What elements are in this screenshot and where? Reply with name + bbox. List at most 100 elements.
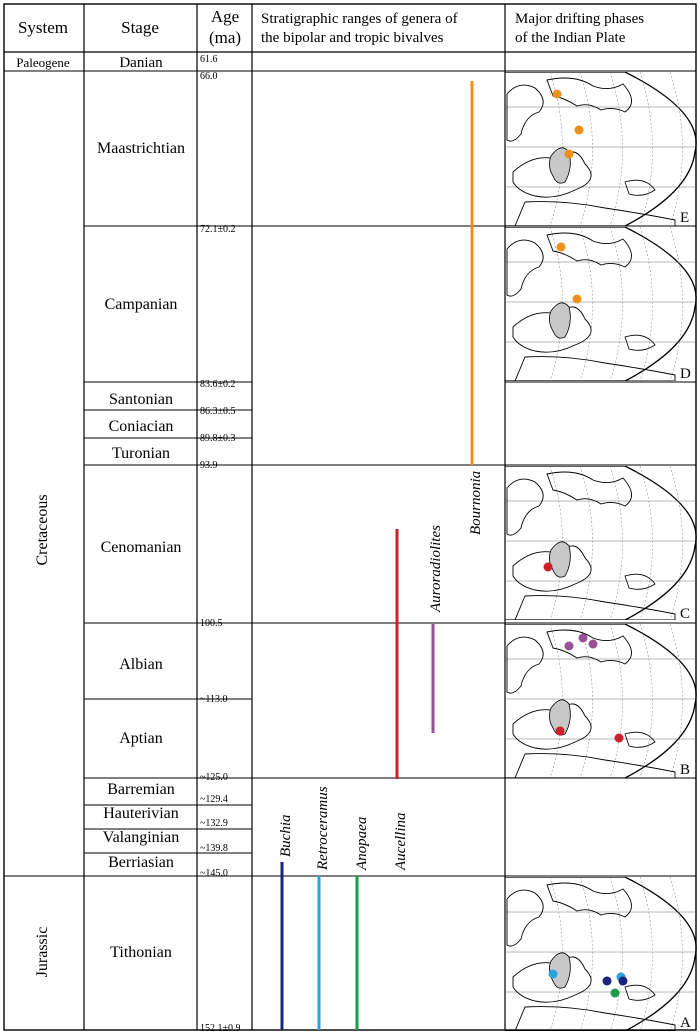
india-plate (549, 699, 571, 736)
map-meridian (639, 624, 653, 778)
map-meridian (669, 466, 683, 620)
age-label: ~132.9 (200, 818, 228, 829)
age-label: ~113.0 (200, 694, 228, 705)
occurrence-dot (588, 639, 598, 649)
map-meridian (669, 877, 683, 1031)
map-meridian (579, 72, 593, 226)
genus-label-aucellina: Aucellina (393, 813, 409, 871)
header-stage: Stage (121, 18, 159, 37)
occurrence-dot (610, 988, 620, 998)
map-meridian (669, 72, 683, 226)
age-label: 72.1±0.2 (200, 224, 236, 235)
map-letters: E D C B A (680, 210, 691, 1031)
stage-valanginian: Valanginian (103, 829, 179, 846)
map-label-c: C (680, 606, 690, 622)
stage-danian: Danian (119, 55, 163, 71)
stage-campanian: Campanian (105, 296, 178, 313)
occurrence-dot (552, 89, 562, 99)
occurrence-dot (556, 242, 566, 252)
map-continent (506, 84, 544, 142)
map-meridian (639, 877, 653, 1031)
age-label: 93.9 (200, 460, 218, 471)
map-label-a: A (680, 1015, 691, 1031)
occurrence-dot (614, 733, 624, 743)
occurrence-dot (564, 641, 574, 651)
stage-cenomanian: Cenomanian (101, 539, 182, 556)
age-label: ~145.0 (200, 868, 228, 879)
genus-label-anopaea: Anopaea (354, 817, 370, 871)
occurrence-dot (574, 125, 584, 135)
occurrence-dot (602, 976, 612, 986)
map-continent (514, 595, 676, 620)
map-meridian (669, 624, 683, 778)
systems-column: Paleogene Cretaceous Jurassic (16, 55, 70, 977)
age-label: 61.6 (200, 54, 218, 65)
map-meridian (579, 877, 593, 1031)
map-meridian (669, 227, 683, 381)
stage-santonian: Santonian (109, 391, 173, 408)
map-continent (514, 1006, 676, 1031)
paleomap-c (505, 466, 697, 620)
occurrence-dot (618, 976, 628, 986)
genus-label-buchia: Buchia (278, 815, 294, 858)
stage-albian: Albian (119, 656, 163, 673)
table-header: System Stage Age (ma) Stratigraphic rang… (18, 7, 644, 47)
occurrence-dot (572, 294, 582, 304)
table-grid (3, 3, 697, 1031)
system-paleogene: Paleogene (16, 55, 70, 70)
map-continent (506, 636, 544, 694)
genus-ranges (280, 81, 474, 1030)
map-continent (514, 201, 676, 226)
map-meridian (579, 466, 593, 620)
age-label: 89.8±0.3 (200, 433, 236, 444)
age-label: ~129.4 (200, 794, 228, 805)
map-outline (505, 877, 697, 1031)
map-label-d: D (680, 366, 691, 382)
paleomap-e (505, 72, 697, 226)
map-continent (624, 334, 656, 351)
header-ranges-2: the bipolar and tropic bivalves (261, 30, 444, 46)
map-meridian (639, 227, 653, 381)
header-phases-1: Major drifting phases (515, 11, 644, 27)
map-outline (505, 227, 697, 381)
occurrence-dot (543, 562, 553, 572)
paleomap-b (505, 624, 697, 778)
map-continent (546, 471, 632, 507)
india-plate (549, 147, 571, 184)
map-continent (624, 179, 656, 196)
header-age: Age (211, 7, 239, 26)
map-continent (546, 232, 632, 268)
age-label: 86.3±0.5 (200, 406, 236, 417)
map-meridian (639, 72, 653, 226)
map-continent (506, 478, 544, 536)
ages-column: 61.6 66.0 72.1±0.2 83.6±0.2 86.3±0.5 89.… (200, 54, 241, 1033)
header-age-unit: (ma) (209, 28, 241, 47)
stage-hauterivian: Hauterivian (103, 805, 179, 822)
stage-maastrichtian: Maastrichtian (97, 140, 185, 157)
india-plate (549, 541, 571, 578)
genus-label-auroradiolites: Auroradiolites (428, 525, 444, 613)
system-jurassic: Jurassic (34, 927, 51, 978)
map-outline (505, 72, 697, 226)
table-border (3, 3, 697, 1031)
paleomap-a (505, 877, 697, 1031)
map-meridian (609, 72, 623, 226)
age-label: 83.6±0.2 (200, 379, 236, 390)
age-label: 66.0 (200, 71, 218, 82)
genus-labels: Buchia Retroceramus Anopaea Aucellina Au… (278, 471, 484, 871)
map-continent (506, 239, 544, 297)
stage-berriasian: Berriasian (108, 854, 174, 871)
age-label: 152.1±0.9 (200, 1023, 241, 1033)
system-cretaceous: Cretaceous (34, 494, 51, 565)
occurrence-dot (578, 633, 588, 643)
occurrence-dot (548, 969, 558, 979)
genus-label-retroceramus: Retroceramus (315, 786, 331, 871)
map-meridian (579, 227, 593, 381)
header-phases-2: of the Indian Plate (515, 30, 626, 46)
map-meridian (609, 624, 623, 778)
map-continent (624, 731, 656, 748)
map-outline (505, 466, 697, 620)
map-label-b: B (680, 762, 690, 778)
map-outline (505, 624, 697, 778)
india-plate (549, 302, 571, 339)
